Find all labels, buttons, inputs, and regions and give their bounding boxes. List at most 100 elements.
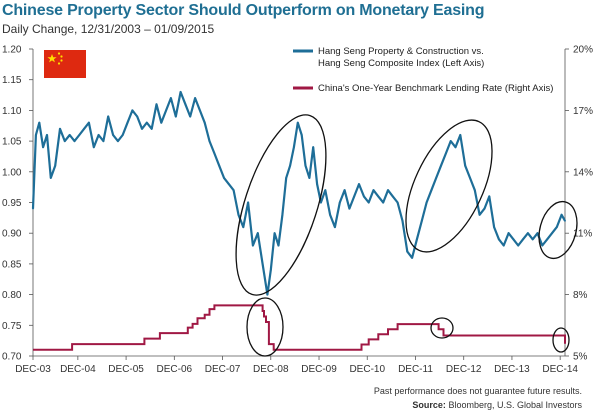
series-point-property <box>531 238 534 241</box>
right-tick-label: 17% <box>573 106 593 117</box>
series-point-property <box>459 134 462 136</box>
x-tick-label: DEC-06 <box>157 364 193 375</box>
left-tick-label: 0.80 <box>2 290 22 301</box>
series-point-property <box>353 195 356 198</box>
left-tick-label: 1.20 <box>2 45 22 56</box>
series-point-property <box>150 127 153 130</box>
annotation-ellipse-2012-rate <box>430 317 454 339</box>
series-point-property <box>363 195 365 198</box>
x-tick-label: DEC-13 <box>494 364 530 375</box>
series-point-property <box>527 232 529 235</box>
annotation-ellipses <box>235 114 578 357</box>
series-point-property <box>541 244 544 247</box>
series-point-property <box>406 250 409 253</box>
series-point-property <box>252 244 254 247</box>
series-point-property <box>218 164 221 167</box>
series-point-property <box>387 189 389 192</box>
right-tick-label: 5% <box>573 352 588 363</box>
series-point-property <box>112 134 114 136</box>
series-point-property <box>273 232 276 235</box>
x-tick-label: DEC-05 <box>108 364 144 375</box>
annotation-ellipse-2014-rise <box>538 200 578 260</box>
series-point-property <box>396 201 399 204</box>
series-point-property <box>430 189 433 192</box>
series-point-property <box>117 140 119 143</box>
series-point-property <box>334 226 336 229</box>
series-point-property <box>329 213 331 216</box>
x-axis-ticks: DEC-03 DEC-04 DEC-05 DEC-06 DEC-07 DEC-08 DEC-… <box>15 356 578 375</box>
series-point-property <box>324 189 327 192</box>
series-point-property <box>488 195 491 198</box>
series-point-property <box>367 201 370 204</box>
x-tick-label: DEC-08 <box>253 364 289 375</box>
series-point-property <box>213 152 216 155</box>
series-point-property <box>242 226 245 229</box>
series-point-property <box>401 220 404 222</box>
series-point-property <box>145 121 148 124</box>
left-tick-label: 0.95 <box>2 198 22 209</box>
series-point-property <box>304 164 307 167</box>
series-point-property <box>536 232 539 235</box>
series-point-property <box>435 177 438 179</box>
x-tick-label: DEC-10 <box>349 364 385 375</box>
series-point-property <box>107 115 110 118</box>
legend-label-property-line1: Hang Seng Property & Construction vs. <box>318 46 484 57</box>
series-point-property <box>372 189 375 192</box>
x-tick-label: DEC-11 <box>398 364 433 375</box>
series-point-property <box>247 201 250 204</box>
source-text: Bloomberg, U.S. Global Investors <box>448 400 582 410</box>
series-point-property <box>237 213 240 216</box>
x-tick-label: DEC-07 <box>205 364 241 375</box>
series-point-property <box>411 256 413 259</box>
series-point-property <box>425 201 428 204</box>
series-line-property <box>31 90 566 296</box>
series-point-property <box>49 177 52 179</box>
series-point-property <box>266 293 269 296</box>
series-point-property <box>170 97 172 99</box>
annotation-ellipse-2008-trough <box>235 114 327 296</box>
series-point-property <box>308 177 311 179</box>
series-point-property <box>498 238 500 241</box>
series-point-property <box>35 134 37 136</box>
series-point-property <box>194 97 197 99</box>
series-point-property <box>285 177 288 179</box>
series-point-property <box>289 164 291 167</box>
left-tick-label: 0.90 <box>2 229 22 240</box>
series-point-property <box>179 91 182 93</box>
legend-label-property-line2: Hang Seng Composite Index (Left Axis) <box>318 58 484 69</box>
series-point-property <box>256 232 259 235</box>
series-point-property <box>131 109 134 112</box>
series-point-property <box>97 134 100 136</box>
series-point-property <box>420 220 423 222</box>
legend-label-rate: China's One-Year Benchmark Lending Rate … <box>318 83 553 94</box>
series-point-property <box>522 238 524 241</box>
series-point-property <box>63 140 66 143</box>
left-tick-label: 0.75 <box>2 321 22 332</box>
series-point-property <box>46 134 48 136</box>
right-tick-label: 14% <box>573 167 593 178</box>
series-point-property <box>102 140 105 143</box>
series-point-property <box>141 127 143 130</box>
series-point-property <box>165 109 168 112</box>
series-point-property <box>312 146 315 149</box>
series-point-property <box>449 140 452 143</box>
series-point-property <box>555 226 558 229</box>
series-point-property <box>126 121 129 124</box>
series-point-property <box>227 183 230 186</box>
series-point-property <box>478 213 481 216</box>
series-point-property <box>160 121 163 124</box>
chart-subtitle: Daily Change, 12/31/2003 – 01/09/2015 <box>2 22 215 36</box>
series-group <box>31 90 566 351</box>
series-point-property <box>507 232 510 235</box>
series-point-property <box>464 164 467 167</box>
series-point-property <box>277 244 280 247</box>
series-point-property <box>68 134 71 136</box>
source-line: Source: Bloomberg, U.S. Global Investors <box>412 400 582 410</box>
right-tick-label: 11% <box>573 229 592 240</box>
series-point-property <box>512 238 515 241</box>
series-point-property <box>564 220 566 222</box>
series-point-property <box>469 177 471 179</box>
china-flag-icon <box>44 50 86 78</box>
series-point-property <box>546 238 549 241</box>
